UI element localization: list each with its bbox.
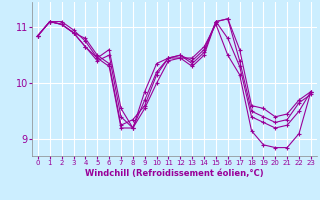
- X-axis label: Windchill (Refroidissement éolien,°C): Windchill (Refroidissement éolien,°C): [85, 169, 264, 178]
